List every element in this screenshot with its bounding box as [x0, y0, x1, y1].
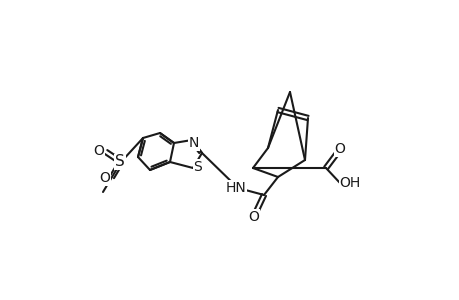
Text: N: N — [188, 136, 199, 150]
Text: O: O — [93, 144, 104, 158]
Text: O: O — [248, 210, 259, 224]
Text: O: O — [99, 171, 110, 185]
Text: HN: HN — [225, 181, 246, 195]
Text: S: S — [193, 160, 202, 174]
Text: O: O — [334, 142, 345, 156]
Text: S: S — [115, 154, 124, 169]
Text: OH: OH — [339, 176, 360, 190]
